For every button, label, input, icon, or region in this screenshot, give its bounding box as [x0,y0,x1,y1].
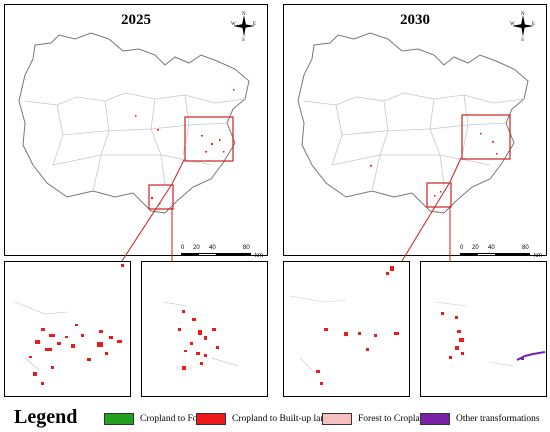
region-map-2025 [18,32,250,214]
scale-tick: 80 [522,245,529,251]
scale-tick: 0 [181,245,185,251]
zoom-map [14,264,124,385]
compass-e: E [253,22,256,27]
map-title: 2025 [121,12,151,28]
compass-s: S [242,38,245,41]
north-arrow-icon: N S E W [231,11,257,43]
compass-e: E [532,22,535,27]
scale-tick: 40 [209,245,216,251]
scale-tick: 20 [472,245,479,251]
zoom-map [434,301,546,367]
zoom-map [163,301,239,370]
zoom-box-east [184,116,234,162]
map-panel-2025: 2025 N S E W 0 20 40 80 km [4,4,268,259]
legend-label: Other transformations [456,414,540,424]
zoom-map [289,266,399,385]
legend-label: Cropland to Forest [140,414,212,424]
scale-unit: km [534,253,542,259]
legend-swatch [420,413,450,425]
compass-w: W [231,22,236,27]
zoom-panel-2030-east [283,261,410,397]
compass-n: N [521,12,525,17]
legend-label: Forest to Cropland [358,414,430,424]
region-outline [297,32,529,214]
scale-tick: 40 [488,245,495,251]
scale-bar: 0 20 40 80 km [460,245,544,259]
legend-label: Cropland to Built-up land [232,414,330,424]
legend-swatch [322,413,352,425]
map-title: 2030 [400,12,430,28]
scale-unit: km [255,253,263,259]
zoom-panel-2025-east [4,261,131,397]
region-map-2030 [297,32,529,214]
zoom-panel-2025-south [141,261,268,397]
legend-title: Legend [14,406,78,428]
legend-swatch [104,413,134,425]
zoom-panel-2030-south [420,261,547,397]
map-panel-2030: 2030 N S E W 0 20 40 80 km [283,4,547,259]
region-outline [18,32,250,214]
compass-n: N [242,12,246,17]
inner-boundaries [303,92,525,192]
scale-tick: 20 [193,245,200,251]
zoom-box-south [426,182,452,208]
scale-tick: 0 [460,245,464,251]
scale-tick: 80 [243,245,250,251]
zoom-box-east [461,114,511,160]
north-arrow-icon: N S E W [510,11,536,43]
compass-s: S [521,38,524,41]
scale-bar: 0 20 40 80 km [181,245,265,259]
legend-swatch [196,413,226,425]
change-pixels [370,133,498,197]
inner-boundaries [24,92,246,192]
compass-w: W [510,22,515,27]
legend: Legend Cropland to Forest Cropland to Bu… [0,404,550,432]
